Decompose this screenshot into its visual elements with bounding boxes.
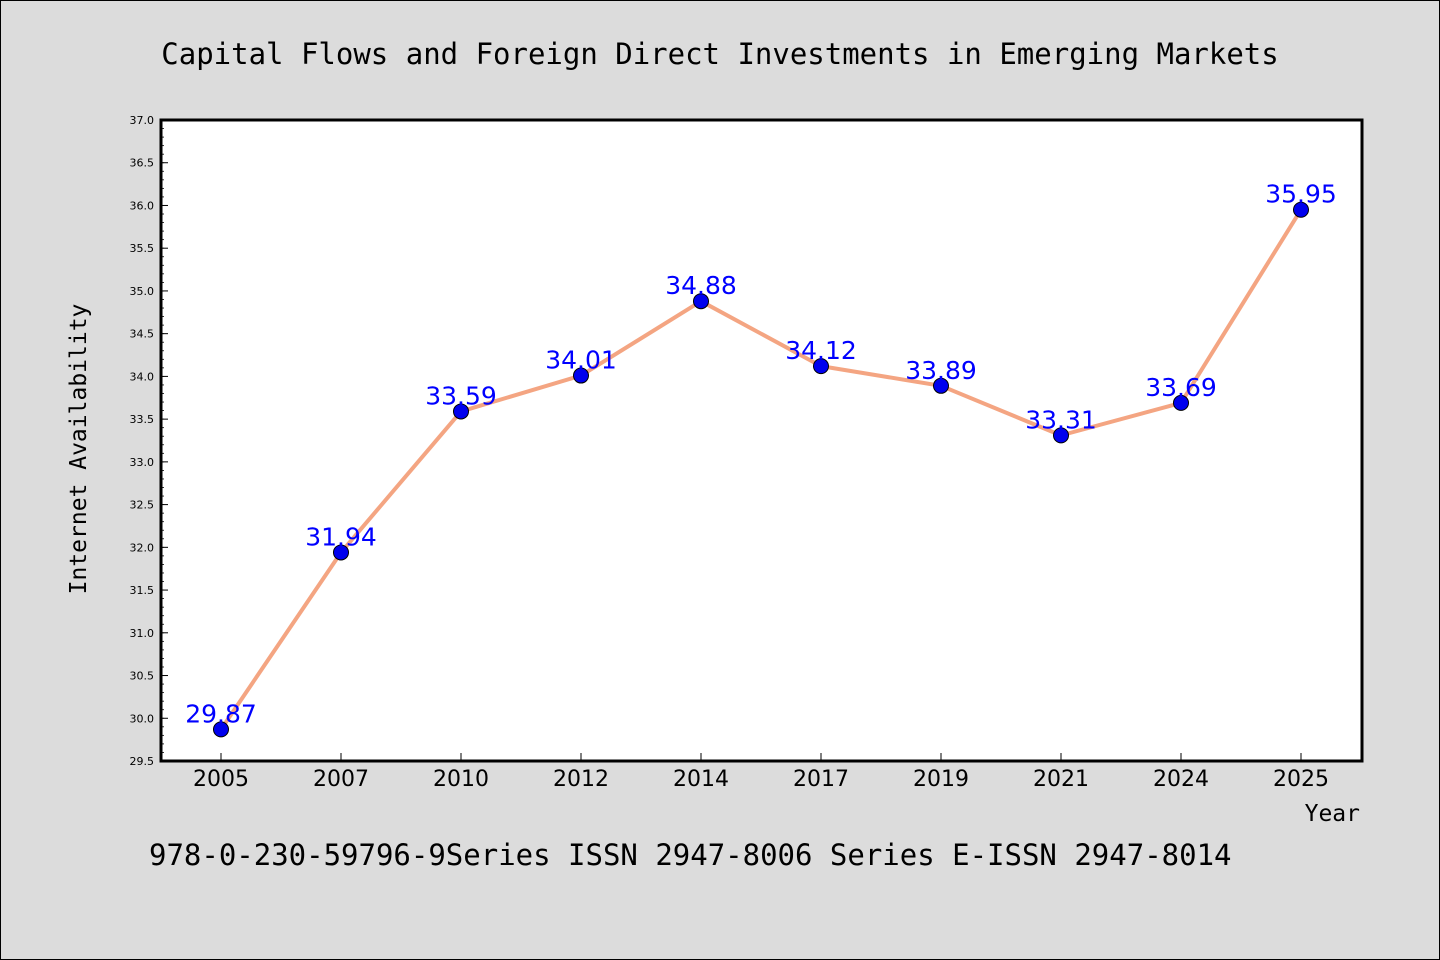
y-tick-label: 34.0 [130,370,155,383]
data-point [813,358,829,375]
data-label: 34.88 [665,271,737,300]
x-tick-label: 2025 [1273,767,1329,792]
x-tick-label: 2010 [433,767,489,792]
y-tick-label: 33.0 [130,456,155,469]
y-tick-label: 30.5 [130,670,155,683]
data-label: 34.01 [545,346,617,375]
data-label: 34.12 [785,336,857,365]
y-tick-label: 37.0 [130,114,155,127]
footer-isbn-text: 978-0-230-59796-9Series ISSN 2947-8006 S… [149,838,1232,872]
x-tick-label: 2014 [673,767,729,792]
data-point [333,544,349,561]
data-point [213,721,229,738]
y-tick-label: 30.0 [130,712,155,725]
data-label: 31.94 [305,522,377,551]
y-tick-label: 35.5 [130,242,155,255]
x-tick-label: 2007 [313,767,369,792]
y-tick-label: 29.5 [130,755,155,768]
y-tick-label: 36.5 [130,157,155,170]
y-tick-label: 31.5 [130,584,155,597]
x-tick-label: 2021 [1033,767,1089,792]
x-tick-label: 2012 [553,767,609,792]
y-tick-label: 34.5 [130,328,155,341]
x-tick-label: 2005 [193,767,249,792]
series-line [219,208,1303,731]
x-axis-label: Year [1305,801,1360,827]
data-label: 33.69 [1145,373,1217,402]
data-label: 33.59 [425,381,497,410]
data-point [1173,394,1189,411]
y-tick-label: 36.0 [130,199,155,212]
plot-area [159,118,1364,763]
x-tick-label: 2019 [913,767,969,792]
data-point [1293,201,1309,218]
data-point [453,403,469,420]
series-layer: 29.87 31.94 33.59 34.01 34.88 34.12 33.89 33.31… [185,180,1337,738]
x-axis-ticks: 2005 2007 2010 2012 2014 2017 2019 2021 2024 2025 [193,753,1329,792]
y-tick-label: 33.5 [130,413,155,426]
x-tick-label: 2024 [1153,767,1209,792]
data-label: 33.31 [1025,405,1097,434]
data-label: 29.87 [185,699,257,728]
y-tick-label: 32.0 [130,541,155,554]
y-axis-label: Internet Availability [66,304,92,595]
x-tick-label: 2017 [793,767,849,792]
data-label: 35.95 [1265,180,1337,209]
y-axis-ticks: 29.5 30.0 30.5 31.0 31.5 32.0 32.5 33.0 33.5 34.0… [130,114,168,768]
data-point [1053,427,1069,444]
y-tick-label: 32.5 [130,499,155,512]
data-point [933,377,949,394]
data-label: 33.89 [905,356,977,385]
chart-title: Capital Flows and Foreign Direct Investm… [161,37,1278,71]
y-tick-label: 31.0 [130,627,155,640]
data-point [573,367,589,384]
data-point [693,293,709,310]
y-tick-label: 35.0 [130,285,155,298]
